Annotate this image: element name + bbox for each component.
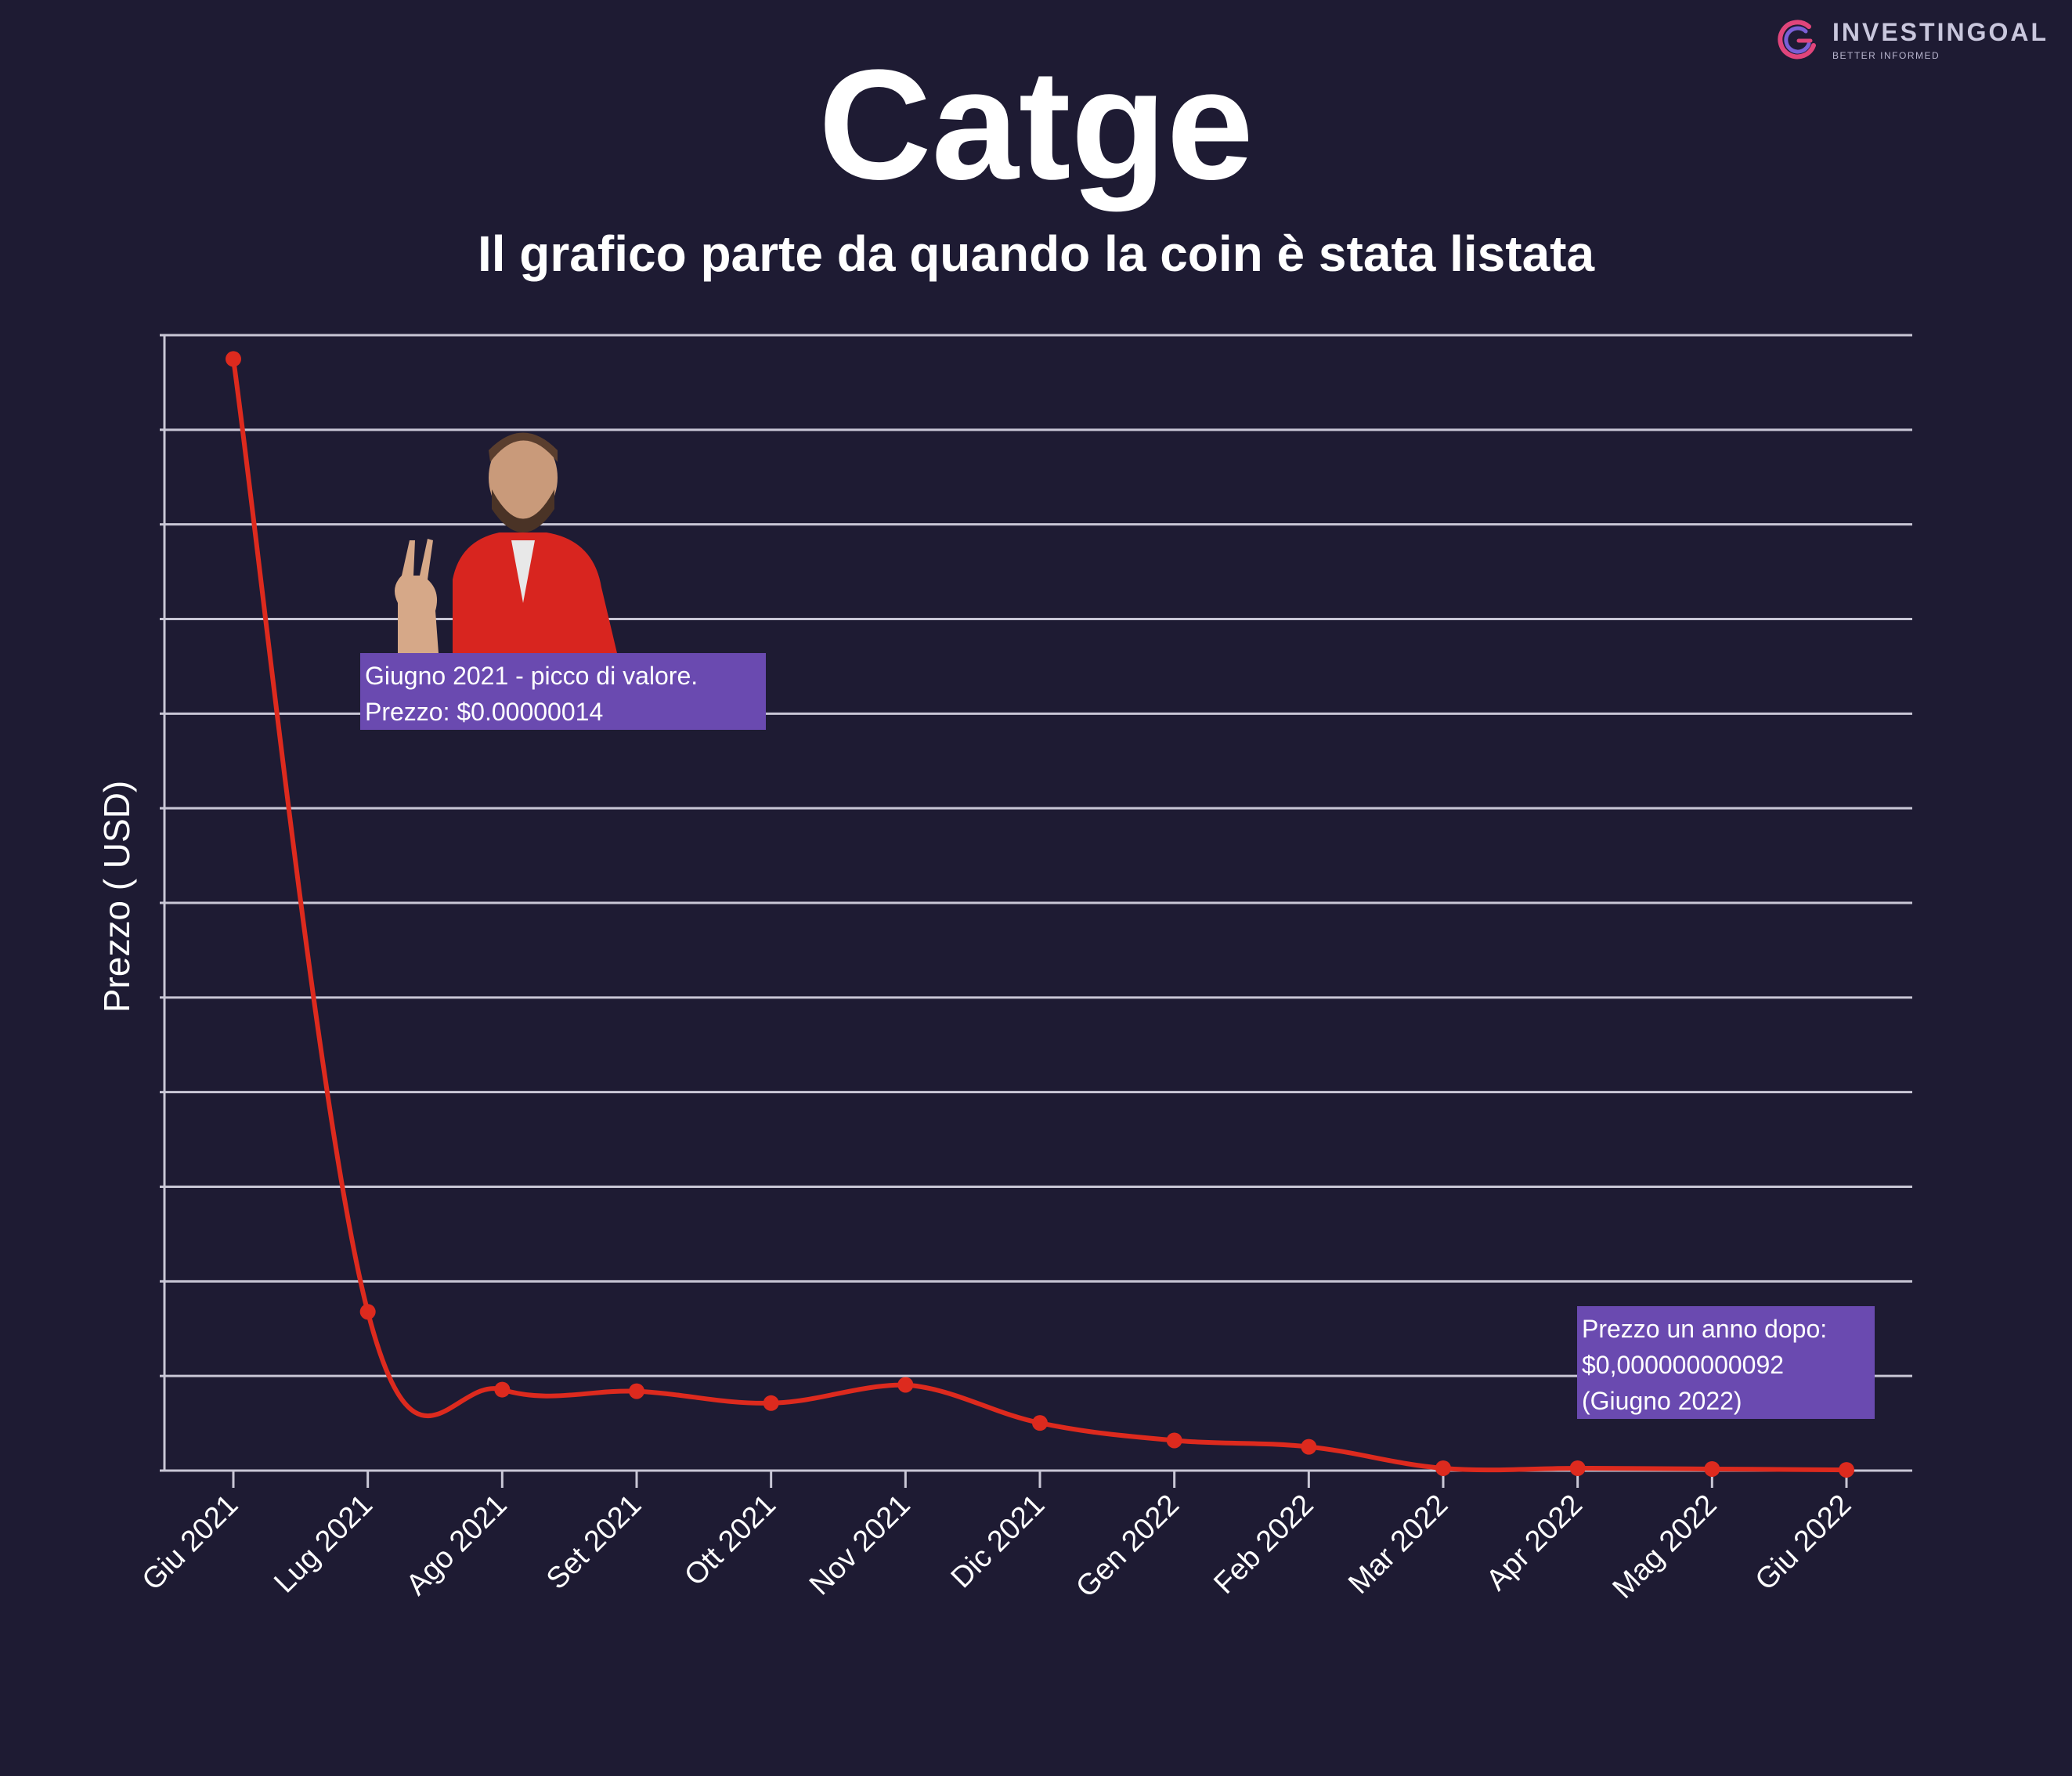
x-tick-label: Gen 2022	[1070, 1489, 1186, 1605]
data-point	[1435, 1460, 1451, 1476]
data-point	[1569, 1460, 1586, 1476]
end-annotation: Prezzo un anno dopo: $0,000000000092 (Gi…	[1577, 1306, 1875, 1419]
chart-title: Catge	[818, 38, 1254, 212]
data-point	[359, 1304, 376, 1320]
x-tick-label: Lug 2021	[268, 1489, 379, 1600]
end-annotation-line-2: $0,000000000092	[1582, 1351, 1785, 1379]
x-tick-label: Giu 2021	[136, 1489, 245, 1597]
data-point	[1166, 1432, 1182, 1449]
data-point	[763, 1395, 779, 1411]
data-point	[1301, 1438, 1317, 1455]
x-tick-label: Mag 2022	[1606, 1489, 1723, 1605]
end-annotation-line-1: Prezzo un anno dopo:	[1582, 1315, 1828, 1343]
brand-logo: INVESTINGOAL BETTER INFORMED	[1776, 17, 2049, 63]
brand-name: INVESTINGOAL	[1832, 18, 2049, 46]
peak-annotation-line-1: Giugno 2021 - picco di valore.	[365, 662, 698, 690]
data-point	[494, 1381, 511, 1398]
end-annotation-line-3: (Giugno 2022)	[1582, 1387, 1742, 1415]
x-tick-label: Ago 2021	[400, 1489, 514, 1602]
investingoal-logo-icon	[1778, 20, 1816, 60]
x-tick-label: Nov 2021	[803, 1489, 917, 1602]
x-tick-label: Giu 2022	[1749, 1489, 1858, 1597]
peak-annotation-line-2: Prezzo: $0.00000014	[365, 698, 604, 726]
brand-tagline: BETTER INFORMED	[1832, 50, 1940, 61]
y-axis-label: Prezzo ( USD)	[96, 781, 137, 1013]
data-point	[897, 1377, 914, 1393]
data-point	[226, 351, 241, 367]
x-tick-label: Set 2021	[540, 1489, 648, 1596]
data-point	[1704, 1460, 1720, 1477]
x-tick-label: Mar 2022	[1342, 1489, 1454, 1601]
x-tick-label: Dic 2021	[945, 1489, 1052, 1595]
chart-subtitle: Il grafico parte da quando la coin è sta…	[477, 226, 1595, 282]
peak-annotation: Giugno 2021 - picco di valore. Prezzo: $…	[360, 653, 766, 730]
x-tick-label: Feb 2022	[1207, 1489, 1319, 1601]
x-tick-label: Ott 2021	[678, 1489, 782, 1593]
data-point	[629, 1383, 644, 1399]
x-tick-label: Apr 2022	[1480, 1489, 1589, 1597]
data-point	[1032, 1415, 1048, 1431]
data-point	[1839, 1462, 1854, 1478]
person-photo	[395, 432, 617, 653]
